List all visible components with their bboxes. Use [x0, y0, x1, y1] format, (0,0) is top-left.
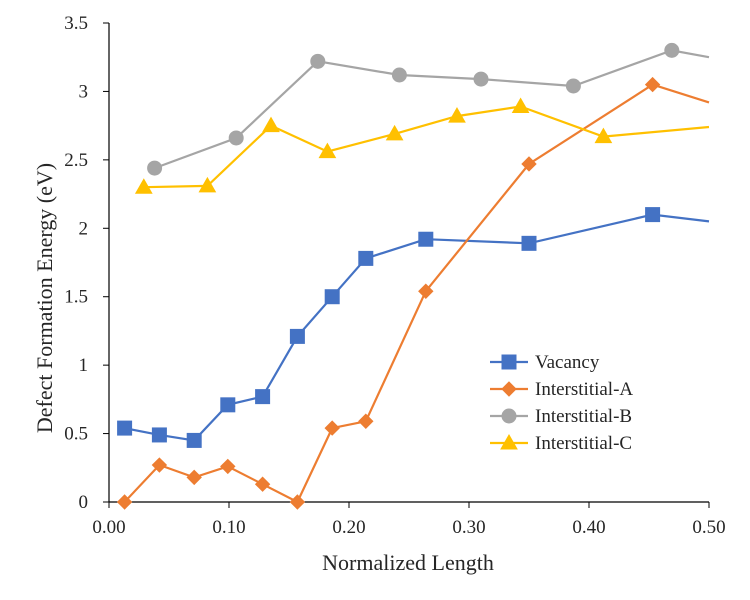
- y-tick-label: 0.5: [64, 424, 88, 445]
- legend-swatch-marker: [500, 433, 518, 450]
- data-point: [644, 76, 661, 93]
- data-point: [358, 250, 374, 266]
- series-line: [143, 105, 710, 189]
- x-tick-label: 0.20: [332, 517, 365, 538]
- series-line: [154, 49, 710, 170]
- legend-item: Interstitial-C: [490, 433, 632, 454]
- legend-item: Interstitial-A: [490, 379, 633, 400]
- y-tick-label: 2: [79, 218, 89, 239]
- data-point: [255, 389, 271, 405]
- y-tick-label: 2.5: [64, 150, 88, 171]
- data-point: [220, 397, 236, 413]
- x-tick-label: 0.50: [692, 517, 725, 538]
- data-point: [147, 160, 163, 176]
- legend-label: Interstitial-A: [535, 379, 633, 400]
- data-point: [289, 494, 306, 510]
- y-tick-label: 0: [79, 492, 89, 513]
- data-point: [186, 469, 202, 486]
- data-point: [220, 458, 236, 475]
- data-point: [594, 127, 613, 144]
- legend-label: Interstitial-B: [535, 406, 632, 427]
- series-vacancy: [117, 207, 710, 448]
- data-point: [418, 283, 434, 299]
- x-tick-label: 0.30: [452, 517, 485, 538]
- data-point: [262, 116, 280, 133]
- x-tick-label: 0.00: [92, 517, 125, 538]
- y-tick-label: 1.5: [64, 287, 88, 308]
- data-point: [134, 178, 153, 194]
- data-point: [254, 476, 271, 492]
- data-point: [228, 130, 244, 146]
- legend-swatch-marker: [501, 381, 517, 397]
- data-point: [511, 97, 530, 113]
- data-point: [385, 124, 404, 141]
- data-point: [448, 107, 466, 123]
- data-point: [473, 71, 489, 87]
- data-point: [318, 142, 337, 159]
- data-point: [418, 231, 434, 247]
- tick-labels: 0.00 0.10 0.20 0.30 0.40 0.50 0 0.5 1 1.5 2 2.5 3 3.5: [64, 13, 725, 538]
- data-point: [391, 67, 407, 83]
- x-tick-label: 0.10: [212, 517, 245, 538]
- series-layer: [116, 42, 710, 510]
- data-point: [324, 289, 340, 305]
- y-axis-label: Defect Formation Energy (eV): [32, 163, 57, 433]
- legend-swatch-marker: [501, 354, 517, 370]
- data-point: [664, 42, 680, 58]
- legend-label: Interstitial-C: [535, 433, 632, 454]
- y-tick-label: 3.5: [64, 13, 88, 34]
- legend-swatch-marker: [501, 408, 517, 424]
- data-point: [289, 328, 305, 344]
- data-point: [198, 176, 217, 193]
- data-point: [521, 235, 537, 251]
- data-point: [116, 494, 133, 510]
- data-point: [186, 432, 202, 448]
- series-interstitial-a: [116, 76, 710, 510]
- data-point: [358, 413, 374, 429]
- legend-item: Vacancy: [490, 352, 600, 373]
- y-tick-label: 1: [79, 355, 89, 376]
- data-point: [310, 53, 326, 69]
- data-point: [151, 457, 168, 473]
- legend-item: Interstitial-B: [490, 406, 632, 427]
- data-point: [324, 420, 340, 436]
- data-point: [645, 207, 661, 223]
- series-interstitial-b: [147, 42, 710, 176]
- data-point: [521, 156, 537, 172]
- data-point: [565, 78, 581, 94]
- legend-label: Vacancy: [535, 352, 600, 373]
- axes: [108, 23, 709, 503]
- data-point: [151, 427, 167, 443]
- legend: Vacancy Interstitial-A Interstitial-B Inter…: [490, 352, 633, 454]
- y-tick-label: 3: [79, 81, 89, 102]
- series-interstitial-c: [134, 97, 710, 194]
- series-line: [123, 83, 710, 504]
- data-point: [117, 420, 133, 436]
- x-axis-label: Normalized Length: [322, 550, 494, 575]
- x-tick-label: 0.40: [572, 517, 605, 538]
